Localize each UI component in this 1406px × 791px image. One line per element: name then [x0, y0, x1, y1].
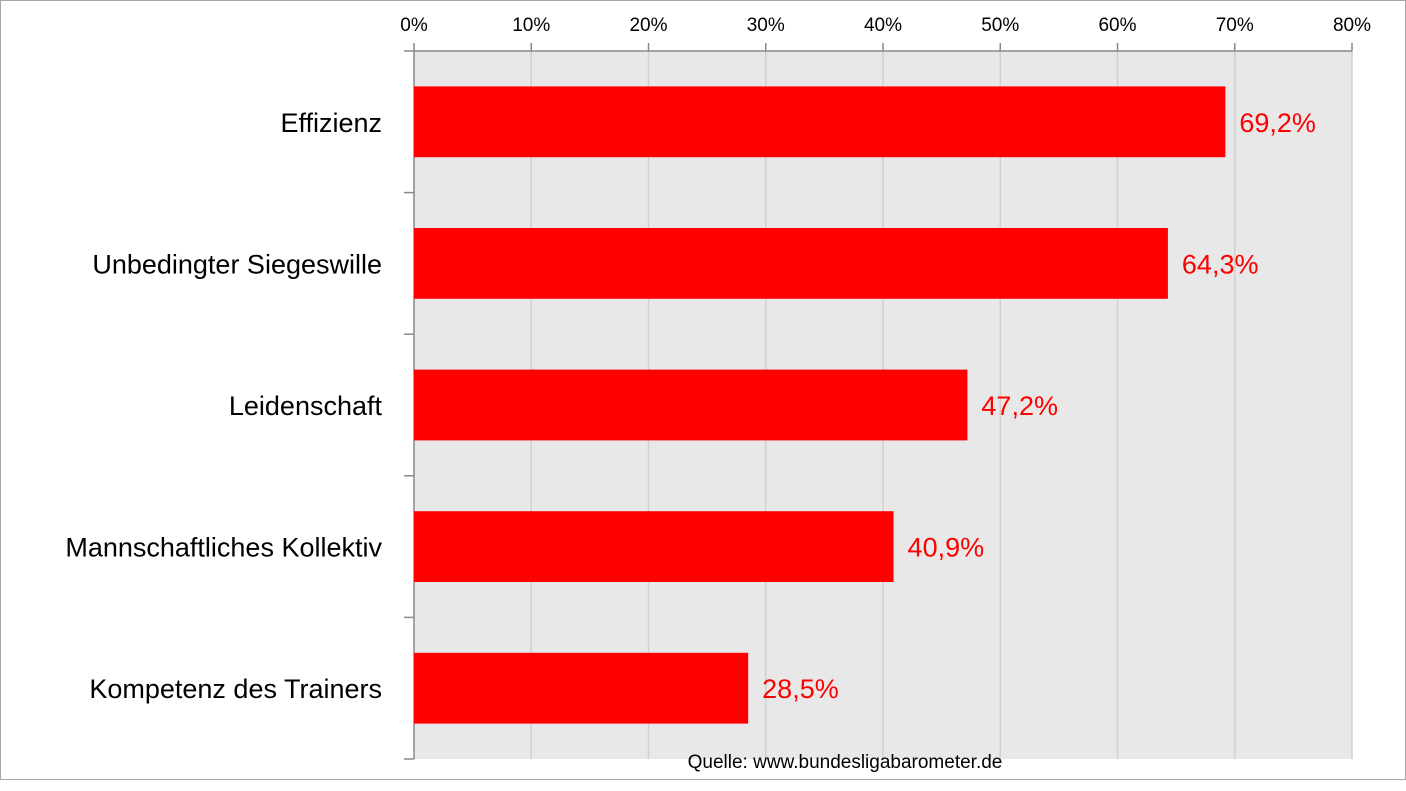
x-tick-label: 20% [629, 15, 667, 36]
category-label: Mannschaftliches Kollektiv [65, 533, 382, 563]
category-label: Effizienz [280, 108, 382, 138]
category-label: Leidenschaft [229, 391, 383, 421]
x-tick-label: 60% [1098, 15, 1136, 36]
x-tick-label: 80% [1333, 15, 1371, 36]
value-label: 40,9% [908, 533, 985, 563]
x-tick-label: 40% [864, 15, 902, 36]
bar [414, 86, 1226, 158]
category-label: Unbedingter Siegeswille [92, 249, 382, 279]
bar [414, 369, 968, 441]
value-label: 28,5% [762, 674, 839, 704]
value-label: 64,3% [1182, 249, 1259, 279]
x-tick-label: 50% [981, 15, 1019, 36]
x-tick-label: 70% [1216, 15, 1254, 36]
x-tick-label: 10% [512, 15, 550, 36]
value-label: 47,2% [981, 391, 1058, 421]
category-label: Kompetenz des Trainers [89, 674, 382, 704]
value-label: 69,2% [1239, 108, 1316, 138]
bar [414, 511, 894, 582]
x-tick-label: 0% [400, 15, 428, 36]
bar [414, 228, 1168, 299]
source-note: Quelle: www.bundesligabarometer.de [687, 752, 1003, 773]
bar [414, 652, 749, 724]
x-tick-label: 30% [747, 15, 785, 36]
